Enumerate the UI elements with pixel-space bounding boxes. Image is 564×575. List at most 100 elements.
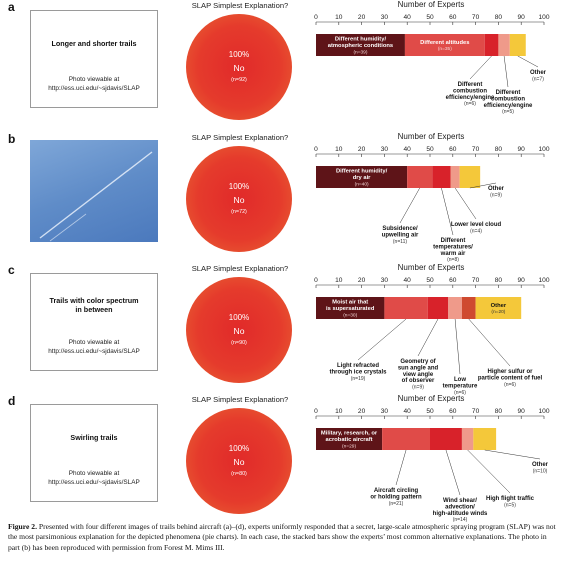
segment-label-line: particle content of fuel (478, 375, 543, 381)
x-tick-label: 0 (314, 277, 318, 284)
x-tick-label: 0 (314, 408, 318, 415)
bar-segment (427, 297, 449, 319)
bar-segment (448, 297, 462, 319)
segment-n-label: (n=6) (504, 382, 516, 388)
pie-n: (n=72) (231, 209, 247, 215)
x-tick-label: 30 (381, 146, 389, 153)
chart-title: Number of Experts (397, 132, 465, 141)
leader-line (399, 187, 420, 224)
panel-a: a Longer and shorter trails Photo viewab… (0, 0, 564, 132)
stacked-bar-chart: 0 10 20 30 40 50 60 70 80 90 100 Different humidity… (314, 14, 550, 115)
bar-segment (432, 166, 451, 188)
bar-segment (450, 166, 460, 188)
segment-n-label: (n=30) (343, 312, 357, 318)
segment-label-line: High flight traffic (486, 496, 535, 502)
pie-chart: 100% No (n=80) (186, 408, 292, 514)
x-tick-label: 40 (404, 14, 412, 21)
bar-segment (509, 34, 526, 56)
leader-line (468, 318, 511, 367)
x-tick-label: 80 (495, 277, 503, 284)
chart-title: Number of Experts (397, 263, 465, 272)
bar-segment (498, 34, 510, 56)
bar-segment (475, 297, 522, 319)
segment-label-line: warm air (440, 251, 466, 257)
segment-label-line: combustion (453, 88, 487, 94)
segment-n-label: (n=21) (389, 501, 404, 507)
segment-label-line: of observer (402, 378, 435, 384)
leader-line (469, 55, 492, 80)
segment-label-line: view angle (403, 372, 434, 378)
trail-image-placeholder: Longer and shorter trails Photo viewable… (30, 10, 158, 108)
bar-segment (407, 166, 433, 188)
segment-label-line: Different (496, 90, 521, 96)
x-tick-label: 50 (426, 277, 434, 284)
leader-line (503, 55, 509, 88)
segment-n-label: (n=6) (464, 101, 476, 107)
segment-n-label: (n=5) (502, 109, 514, 115)
leader-line (395, 449, 407, 486)
pie-chart: 100% No (n=92) (186, 14, 292, 120)
segment-label-line: temperature (443, 383, 478, 389)
segment-n-label: (n=14) (453, 517, 468, 523)
segment-label-line: acrobatic aircraft (326, 437, 373, 443)
segment-label-line: atmospheric conditions (328, 43, 393, 49)
bar-segment (382, 428, 430, 450)
pie-label: No (233, 63, 245, 73)
pie-title: SLAP Simplest Explanation? (191, 1, 289, 10)
image-note: Photo viewable at http://ess.uci.edu/~sj… (48, 339, 140, 355)
pie-chart: 100% No (n=90) (186, 277, 292, 383)
segment-n-label: (n=10) (533, 468, 548, 474)
segment-label-line: Different (441, 238, 466, 244)
panel-b: b SLAP Simplest Explanation? 100% No (n=… (0, 132, 564, 264)
x-tick-label: 90 (518, 146, 526, 153)
segment-label-line: Different altitudes (420, 40, 469, 46)
leader-line (357, 318, 407, 361)
bar-segment (404, 34, 485, 56)
segment-label-line: sun angle and (398, 365, 439, 371)
bar-segment (430, 428, 462, 450)
segment-n-label: (n=40) (355, 181, 369, 187)
segment-label-line: advection/ (445, 504, 475, 510)
pie-chart: 100% No (n=72) (186, 146, 292, 252)
segment-label-line: efficiency/engine (484, 103, 533, 109)
segment-n-label: (n=9) (490, 192, 502, 198)
image-title: Longer and shorter trails (51, 39, 137, 48)
segment-label-line: upwelling air (382, 232, 419, 238)
segment-label-line: Different (458, 82, 483, 88)
segment-n-label: (n=35) (438, 46, 452, 52)
segment-n-label: (n=29) (342, 443, 356, 449)
x-tick-label: 10 (335, 277, 343, 284)
panel-c: c Trails with color spectrum in between … (0, 263, 564, 395)
leader-line (469, 182, 497, 189)
x-tick-label: 10 (335, 408, 343, 415)
panel-letter: b (8, 132, 16, 146)
segment-label-line: Other (530, 70, 547, 76)
x-tick-label: 40 (404, 146, 412, 153)
x-tick-label: 100 (538, 146, 549, 153)
x-tick-label: 80 (495, 14, 503, 21)
pie-n: (n=92) (231, 77, 247, 83)
pie-percent: 100% (228, 182, 250, 191)
x-tick-label: 60 (449, 277, 457, 284)
bar-segment (316, 428, 383, 450)
x-tick-label: 10 (335, 14, 343, 21)
image-title: Swirling trails (70, 433, 118, 442)
x-tick-label: 90 (518, 14, 526, 21)
x-tick-label: 70 (472, 14, 480, 21)
segment-label-line: Light refracted (337, 363, 379, 369)
image-title: Trails with color spectrum in between (49, 296, 139, 314)
x-tick-label: 50 (426, 408, 434, 415)
segment-n-label: (n=20) (491, 309, 505, 315)
leader-line (454, 318, 461, 375)
x-tick-label: 90 (518, 408, 526, 415)
contrail-lines (39, 151, 153, 242)
pie-title: SLAP Simplest Explanation? (191, 395, 289, 404)
x-tick-label: 100 (538, 277, 549, 284)
x-tick-label: 50 (426, 146, 434, 153)
bar-segment (461, 428, 474, 450)
x-tick-label: 30 (381, 408, 389, 415)
x-tick-label: 40 (404, 277, 412, 284)
x-tick-label: 30 (381, 277, 389, 284)
leader-line (454, 187, 477, 220)
segment-label-line: is supersaturated (326, 306, 375, 312)
